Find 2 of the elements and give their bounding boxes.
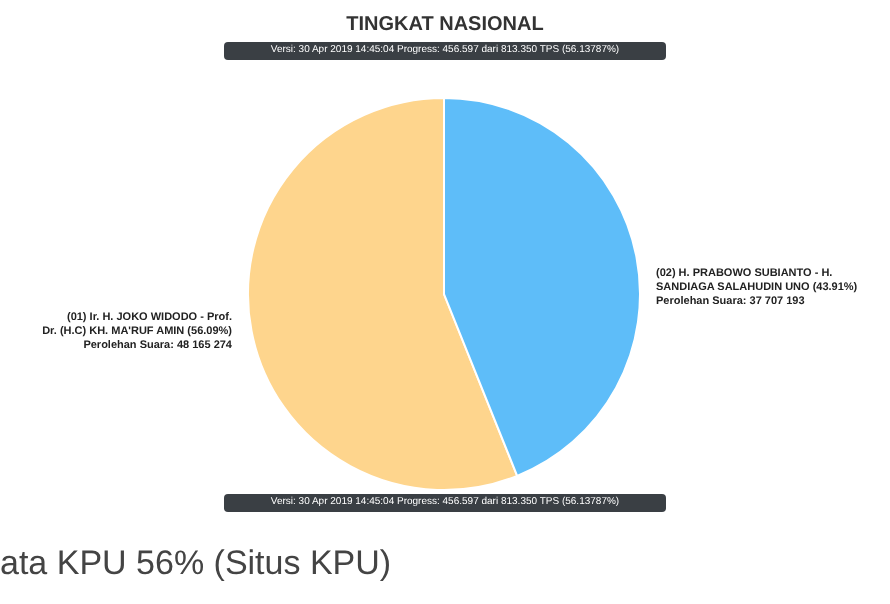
chart-title: TINGKAT NASIONAL bbox=[344, 14, 546, 36]
text: ata KPU 56% (Situs KPU) bbox=[0, 544, 392, 584]
